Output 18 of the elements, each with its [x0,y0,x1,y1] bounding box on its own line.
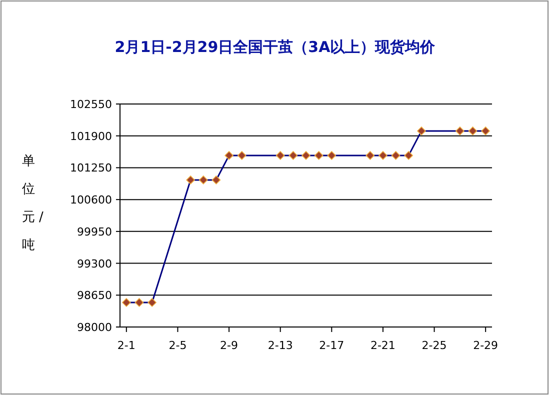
x-tick-label: 2-29 [473,339,498,352]
x-tick-label: 2-25 [422,339,447,352]
y-tick-label: 99300 [77,257,112,270]
x-tick-label: 2-9 [220,339,238,352]
y-tick-label: 100600 [70,194,112,207]
y-tick-label: 98650 [77,289,112,302]
x-tick-label: 2-13 [268,339,293,352]
y-tick-label: 102550 [70,98,112,111]
x-tick-label: 2-1 [117,339,136,352]
chart-title: 2月1日-2月29日全国干茧（3A以上）现货均价 [114,38,436,56]
x-tick-label: 2-21 [370,339,396,352]
y-axis-title: 单位元/吨 [22,153,48,255]
y-tick-label: 101900 [70,130,112,143]
x-tick-label: 2-17 [319,339,344,352]
y-tick-label: 98000 [77,321,112,334]
x-tick-label: 2-5 [168,339,187,352]
y-tick-label: 101250 [70,162,112,175]
y-tick-label: 99950 [77,225,112,238]
